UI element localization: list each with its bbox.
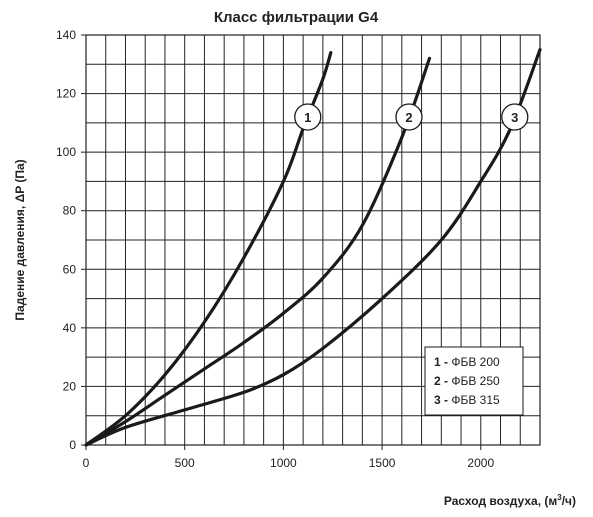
legend-entry-marker: 1 - [434, 355, 451, 369]
series-marker-2 [395, 103, 423, 131]
series-marker-label: 2 [405, 110, 412, 125]
x-tick-label: 1000 [270, 456, 297, 470]
legend-box [424, 346, 524, 416]
y-tick-label: 80 [63, 204, 77, 218]
tick-labels: 0 500 1000 1500 2000 0 20 40 60 80 100 120 140 [56, 28, 494, 470]
y-tick-label: 100 [56, 145, 76, 159]
series-line-2 [84, 56, 432, 447]
legend-entry-name: ФБВ 200 [451, 355, 500, 369]
series-marker-label: 1 [304, 110, 311, 125]
y-tick-label: 20 [63, 379, 77, 393]
y-tick-label: 120 [56, 87, 76, 101]
x-tick-label: 2000 [467, 456, 494, 470]
legend-entry-3: 3 - ФБВ 315 [434, 393, 500, 407]
y-tick-label: 140 [56, 28, 76, 42]
series-marker-3 [501, 103, 529, 131]
y-tick-label: 0 [69, 438, 76, 452]
legend-entry-marker: 2 - [434, 374, 451, 388]
legend-entry-2: 2 - ФБВ 250 [434, 374, 500, 388]
y-axis-label: Падение давления, ΔP (Па) [13, 159, 27, 320]
x-tick-label: 500 [175, 456, 195, 470]
series-line-1 [84, 51, 333, 447]
chart-title: Класс фильтрации G4 [214, 9, 379, 26]
series-marker-1 [294, 103, 322, 131]
legend-entry-name: ФБВ 315 [451, 393, 500, 407]
y-tick-label: 60 [63, 262, 77, 276]
series-line-3 [84, 48, 542, 447]
series-lines [84, 48, 542, 447]
y-tick-label: 40 [63, 321, 77, 335]
plot-frame [85, 34, 541, 446]
x-tick-label: 1500 [369, 456, 396, 470]
legend-entry-marker: 3 - [434, 393, 451, 407]
x-tick-label: 0 [83, 456, 90, 470]
x-axis-label: Расход воздуха, (м3/ч) [444, 493, 576, 508]
legend-entry-1: 1 - ФБВ 200 [434, 355, 500, 369]
legend-entry-name: ФБВ 250 [451, 374, 500, 388]
series-marker-label: 3 [511, 110, 518, 125]
series-markers: 1 2 3 [294, 103, 529, 131]
